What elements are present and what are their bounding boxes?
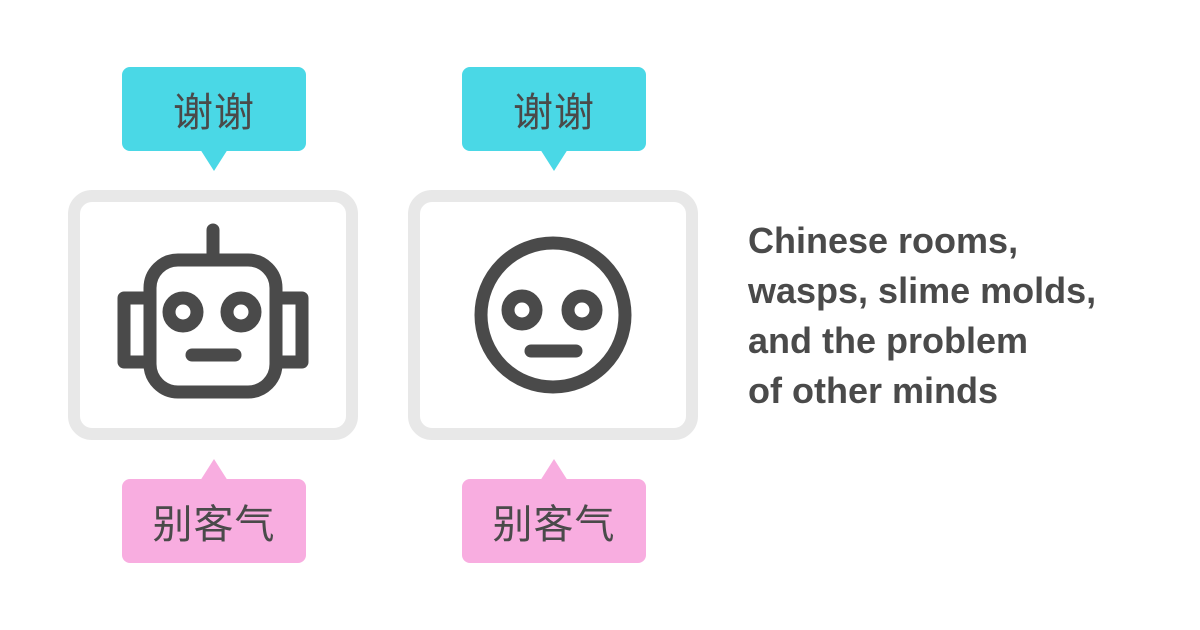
caption-line-1: Chinese rooms,: [748, 220, 1019, 261]
speech-bubble-bottom-robot: 别客气: [122, 479, 306, 563]
speech-text-top-face: 谢谢: [513, 90, 595, 136]
face-frame: [408, 190, 698, 440]
speech-text-bottom-robot: 别客气: [152, 502, 276, 548]
robot-icon: [117, 223, 309, 399]
speech-text-top-robot: 谢谢: [173, 90, 255, 136]
caption-line-3: and the problem: [748, 320, 1029, 361]
speech-bubble-top-face: 谢谢: [462, 67, 646, 151]
speech-text-bottom-face: 别客气: [492, 502, 616, 548]
speech-bubble-top-robot: 谢谢: [122, 67, 306, 151]
title-caption: Chinese rooms, wasps, slime molds, and t…: [748, 216, 1168, 416]
robot-frame: [68, 190, 358, 440]
caption-line-2: wasps, slime molds,: [748, 270, 1097, 311]
neutral-face-icon: [474, 236, 632, 394]
caption-line-4: of other minds: [748, 370, 998, 411]
speech-bubble-bottom-face: 别客气: [462, 479, 646, 563]
